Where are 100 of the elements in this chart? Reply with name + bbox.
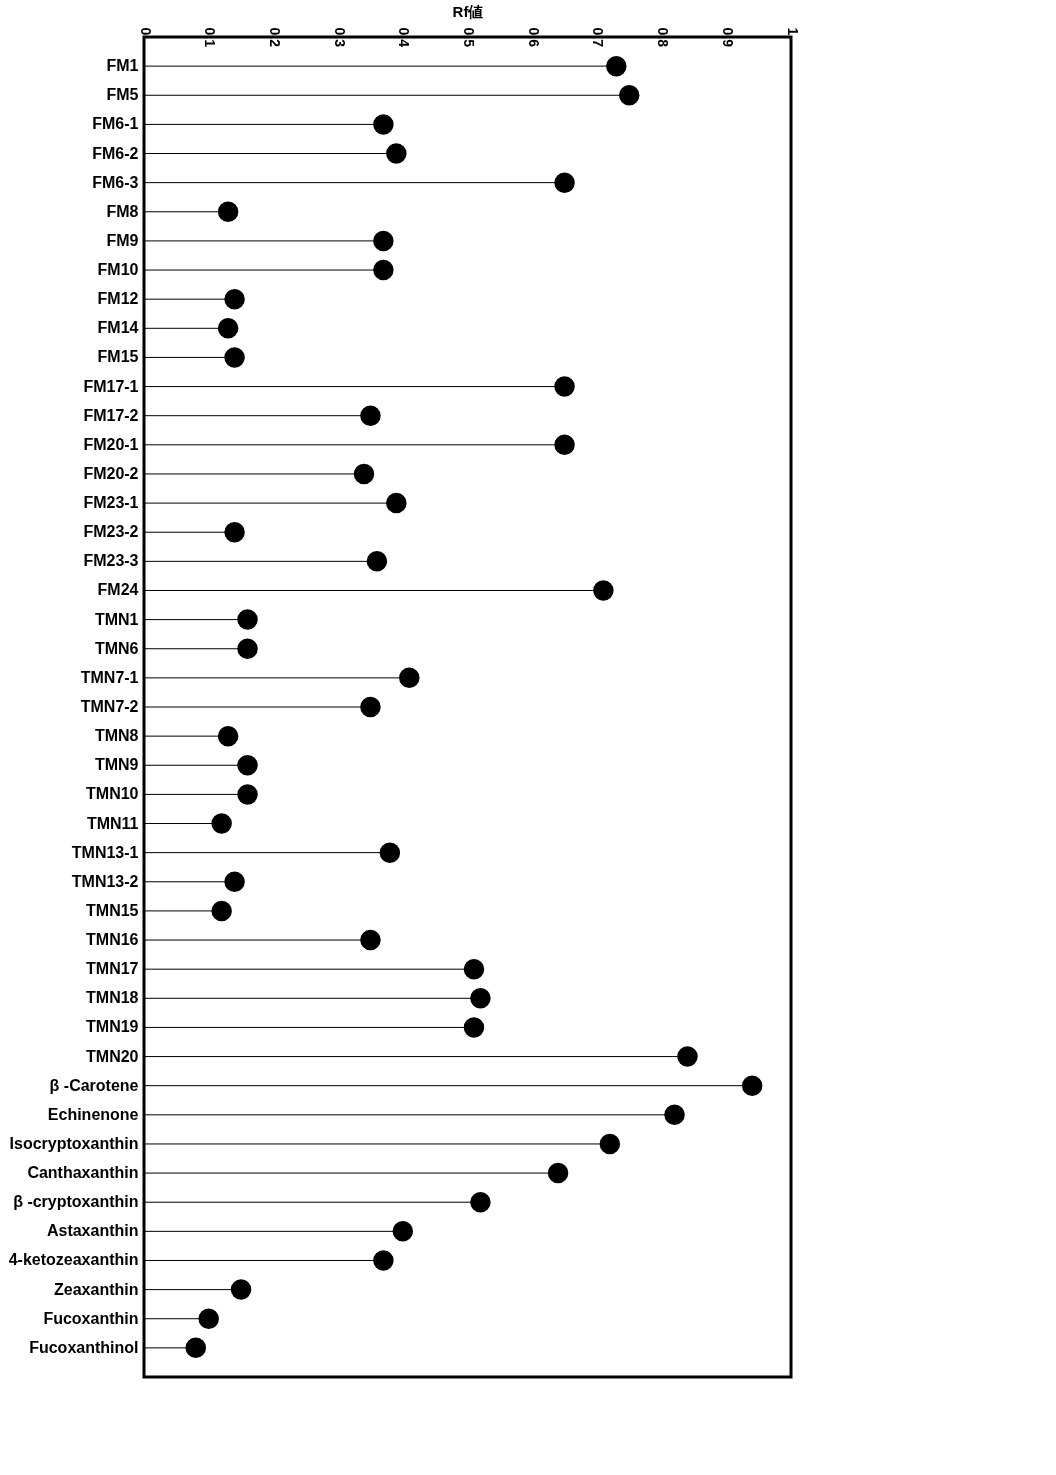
y-tick-label: FM6-1 <box>92 115 139 133</box>
point <box>554 434 575 456</box>
point <box>217 725 239 747</box>
point <box>185 1337 207 1359</box>
x-axis-title: Rf値 <box>452 2 484 20</box>
point <box>373 259 394 281</box>
point <box>373 114 394 135</box>
point <box>237 609 258 630</box>
y-tick-label: FM23-1 <box>83 494 139 512</box>
y-tick-label: Canthaxanthin <box>27 1164 139 1182</box>
point <box>217 318 239 339</box>
x-tick-label: 0.3 <box>331 27 348 48</box>
y-tick-label: TMN9 <box>94 756 139 774</box>
y-tick-label: TMN11 <box>86 814 139 832</box>
y-tick-label: FM10 <box>97 261 139 279</box>
y-tick-label: TMN7-2 <box>80 698 139 715</box>
y-tick-label: FM12 <box>97 290 139 308</box>
x-tick-label: 0.4 <box>396 27 413 48</box>
y-tick-label: β -Carotene <box>49 1076 139 1094</box>
point <box>224 347 245 368</box>
point <box>379 842 401 863</box>
point <box>230 1279 252 1300</box>
y-tick-label: FM17-1 <box>83 377 139 395</box>
point <box>554 376 575 397</box>
point <box>599 1133 621 1155</box>
point <box>386 143 407 164</box>
point <box>237 784 258 805</box>
y-tick-label: β -cryptoxanthin <box>13 1193 139 1211</box>
point <box>470 988 491 1009</box>
y-tick-label: FM15 <box>97 348 139 366</box>
y-tick-label: Astaxanthin <box>46 1222 139 1240</box>
x-tick-label: 0.8 <box>655 27 672 48</box>
y-tick-label: TMN13-2 <box>71 872 139 890</box>
y-tick-label: TMN19 <box>86 1018 139 1036</box>
y-tick-label: TMN17 <box>86 960 139 978</box>
point <box>470 1191 491 1213</box>
point <box>366 551 388 572</box>
point <box>360 405 381 426</box>
point <box>606 55 627 77</box>
point <box>664 1104 685 1126</box>
point <box>554 172 575 193</box>
y-tick-label: Fucoxanthinol <box>29 1338 139 1356</box>
point <box>677 1046 698 1067</box>
point <box>392 1221 414 1242</box>
y-tick-label: TMN13-1 <box>71 843 139 861</box>
point <box>237 638 258 659</box>
point <box>463 958 485 980</box>
point <box>360 696 381 718</box>
y-tick-label: TMN7-1 <box>80 668 139 686</box>
y-tick-label: TMN8 <box>94 727 139 745</box>
y-tick-label: FM6-2 <box>92 144 139 162</box>
x-tick-label: 0.6 <box>525 27 542 48</box>
point <box>211 900 232 922</box>
y-tick-label: FM23-3 <box>83 552 139 570</box>
x-tick-label: 0.5 <box>461 27 477 48</box>
point <box>224 288 245 310</box>
y-tick-label: FM6-3 <box>92 173 139 191</box>
point <box>237 755 258 776</box>
y-tick-label: FM20-2 <box>83 464 139 482</box>
point <box>619 85 640 106</box>
point <box>463 1017 485 1038</box>
y-tick-label: FM23-2 <box>83 523 139 541</box>
y-tick-label: FM14 <box>97 319 139 337</box>
point <box>547 1162 569 1184</box>
y-tick-label: FM5 <box>106 86 139 104</box>
point <box>386 492 407 514</box>
x-tick-label: 1 <box>784 27 801 36</box>
y-tick-label: FM9 <box>106 231 139 249</box>
point <box>373 1250 394 1271</box>
y-tick-label: FM17-2 <box>83 406 139 424</box>
y-tick-label: TMN10 <box>86 785 139 803</box>
y-tick-label: TMN16 <box>86 931 139 949</box>
point <box>198 1308 219 1329</box>
y-tick-label: FM8 <box>106 202 139 220</box>
y-tick-label: FM20-1 <box>83 435 139 453</box>
y-tick-label: TMN1 <box>94 610 139 628</box>
point <box>353 463 375 485</box>
point <box>360 929 381 951</box>
y-tick-label: Isocryptoxanthin <box>9 1134 139 1152</box>
x-tick-label: 0.2 <box>266 27 283 48</box>
y-tick-label: FM1 <box>106 57 139 75</box>
y-tick-label: TMN15 <box>86 901 139 919</box>
point <box>224 521 245 543</box>
y-tick-label: TMN6 <box>94 639 139 657</box>
y-tick-label: Zeaxanthin <box>54 1280 139 1298</box>
point <box>741 1075 763 1096</box>
y-tick-label: TMN20 <box>86 1047 139 1065</box>
y-tick-label: TMN18 <box>86 989 139 1007</box>
y-tick-label: 4-ketozeaxanthin <box>8 1251 139 1269</box>
point <box>211 813 232 834</box>
x-tick-label: 0.9 <box>719 27 736 48</box>
point <box>217 201 239 223</box>
y-tick-label: Echinenone <box>47 1105 139 1123</box>
point <box>399 667 420 689</box>
y-tick-label: Fucoxanthin <box>43 1309 139 1327</box>
y-tick-label: FM24 <box>97 581 139 599</box>
point <box>373 230 394 252</box>
point <box>224 871 245 893</box>
x-tick-label: 0 <box>137 27 154 36</box>
point <box>593 580 614 601</box>
